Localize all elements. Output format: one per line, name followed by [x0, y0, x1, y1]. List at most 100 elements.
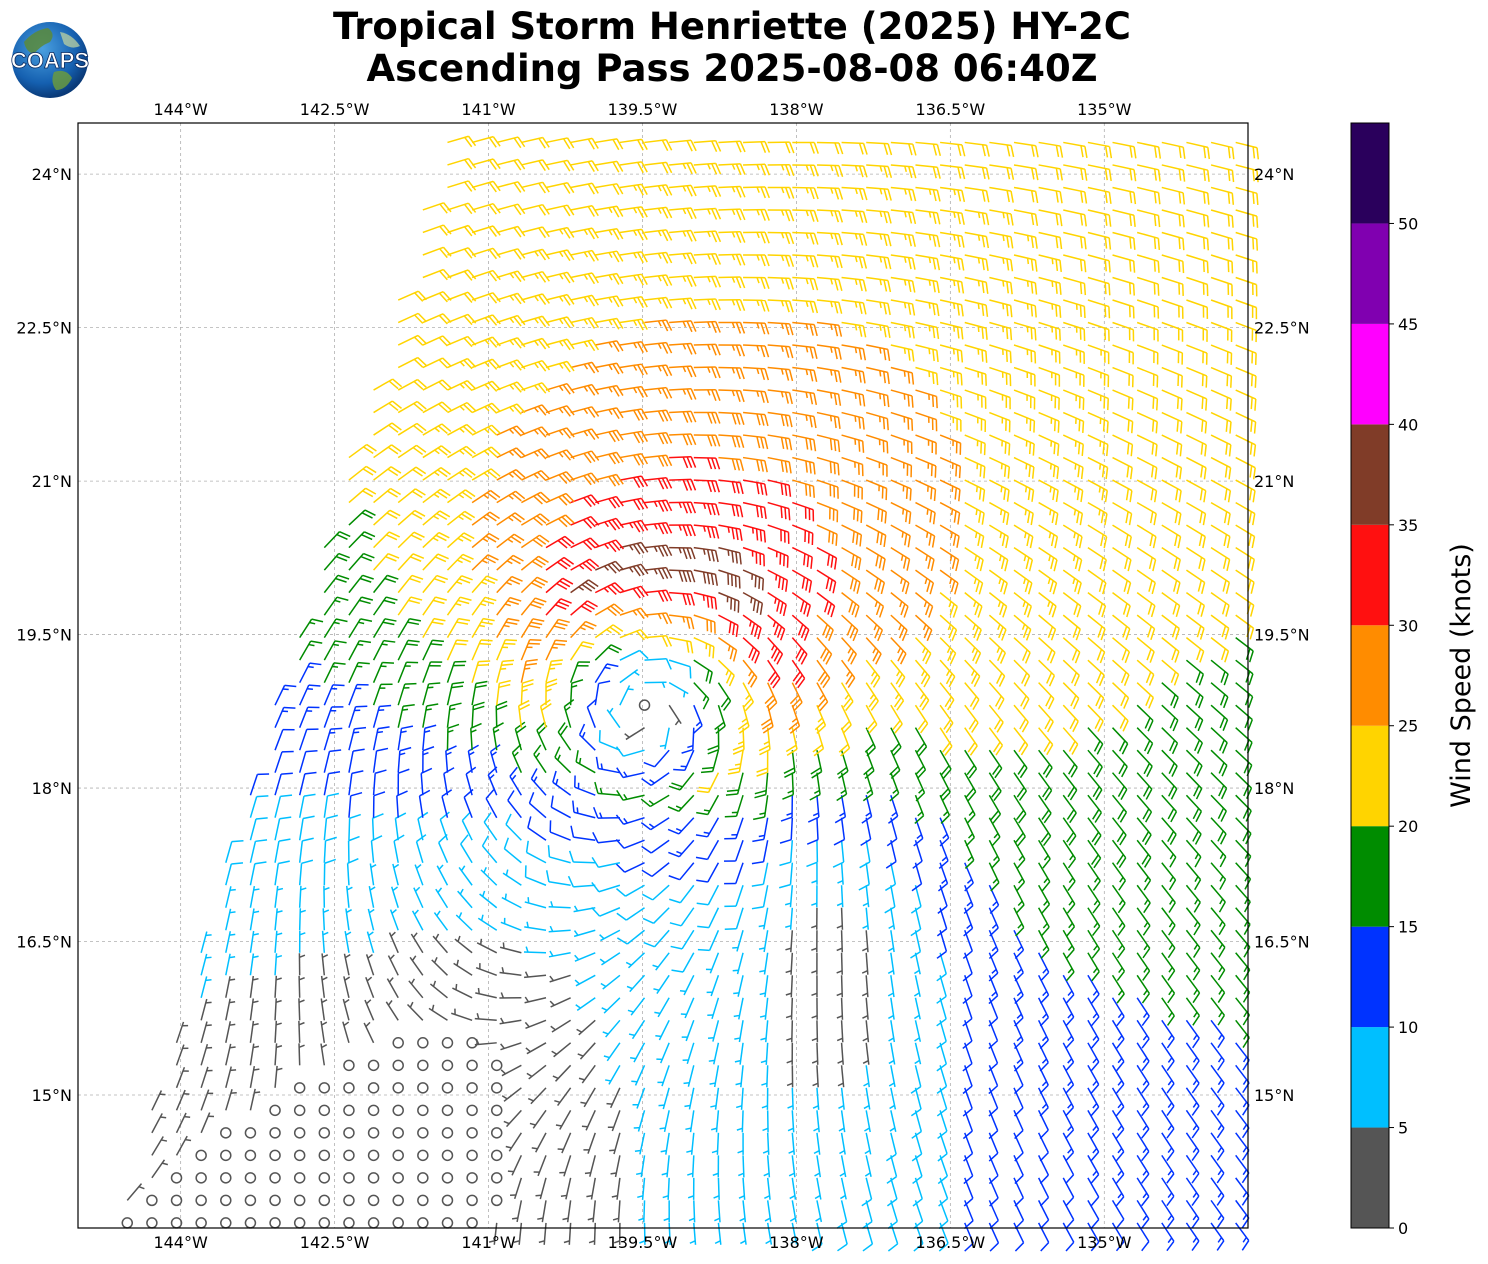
- wind-barb: [121, 1217, 134, 1229]
- wind-barb: [1235, 186, 1259, 206]
- wind-barb: [344, 930, 352, 953]
- wind-barb: [700, 749, 720, 774]
- wind-barb: [840, 704, 852, 734]
- wind-barb: [616, 907, 645, 921]
- wind-barb: [1013, 546, 1034, 572]
- wind-barb: [1038, 456, 1060, 479]
- wind-barb: [1062, 524, 1083, 549]
- wind-barb: [664, 1222, 671, 1245]
- wind-barb: [693, 162, 722, 175]
- wind-barb: [475, 963, 497, 976]
- wind-barb: [475, 987, 497, 999]
- wind-barb: [323, 706, 344, 728]
- wind-barb: [663, 1200, 670, 1223]
- wind-barb: [406, 1001, 424, 1021]
- wind-barb: [762, 1110, 769, 1133]
- wind-barb: [1185, 1109, 1200, 1139]
- wind-barb: [682, 1042, 695, 1065]
- wind-barb: [397, 466, 427, 481]
- lat-ticks-left: 24°N22.5°N21°N19.5°N18°N16.5°N15°N: [16, 165, 72, 1105]
- wind-barb: [1185, 659, 1205, 686]
- wind-barb: [767, 614, 786, 641]
- wind-barb: [839, 1177, 847, 1200]
- wind-barb: [1161, 772, 1178, 800]
- wind-barb: [659, 1110, 670, 1133]
- wind-barb: [813, 1110, 820, 1133]
- wind-barb: [1062, 456, 1084, 480]
- wind-barb: [481, 835, 498, 864]
- wind-barb: [779, 840, 794, 867]
- wind-barb: [624, 727, 645, 741]
- wind-barb: [545, 535, 575, 549]
- wind-barb: [705, 952, 720, 974]
- wind-barb: [840, 682, 854, 712]
- wind-barb: [890, 231, 916, 247]
- wind-barb: [348, 770, 364, 796]
- wind-barb: [175, 1021, 189, 1044]
- wind-barb: [1186, 209, 1210, 228]
- lon-tick-label: 142.5°W: [300, 100, 370, 119]
- wind-barb: [603, 1042, 621, 1062]
- wind-barb: [1087, 862, 1101, 891]
- wind-barb: [619, 296, 648, 309]
- wind-barb: [422, 466, 451, 481]
- wind-barb: [864, 1132, 872, 1155]
- wind-barb: [348, 443, 377, 459]
- wind-barb: [249, 908, 260, 931]
- wind-barb: [724, 839, 744, 862]
- wind-barb: [1111, 1064, 1125, 1094]
- wind-barb: [787, 1087, 794, 1110]
- wind-barb: [151, 1113, 167, 1134]
- wind-barb: [397, 356, 427, 369]
- wind-barb: [988, 592, 1008, 618]
- wind-barb: [915, 501, 936, 525]
- wind-barb: [570, 316, 600, 329]
- wind-barb: [752, 817, 769, 843]
- wind-barb: [397, 553, 425, 571]
- wind-barb: [1186, 299, 1209, 319]
- wind-barb: [1210, 141, 1235, 160]
- wind-barb: [417, 1059, 429, 1072]
- wind-barb: [939, 749, 952, 779]
- wind-barb: [1112, 592, 1131, 618]
- wind-barb: [1013, 817, 1026, 847]
- wind-barb: [1210, 1019, 1225, 1049]
- wind-barb: [570, 383, 600, 396]
- wind-barb: [1235, 614, 1255, 640]
- wind-barb: [298, 750, 318, 773]
- wind-barb: [841, 592, 860, 618]
- wind-barb: [1112, 141, 1137, 159]
- wind-barb: [865, 501, 887, 524]
- wind-barb: [792, 276, 819, 291]
- wind-barb: [249, 773, 270, 796]
- wind-barb: [371, 813, 384, 841]
- lon-tick-label: 139.5°W: [608, 100, 678, 119]
- wind-barb: [964, 839, 975, 869]
- wind-barb: [422, 488, 451, 504]
- wind-barb: [1161, 164, 1186, 182]
- wind-barb: [524, 996, 547, 1004]
- wind-barb: [988, 524, 1009, 549]
- wind-barb: [1235, 997, 1251, 1026]
- wind-barb: [1112, 524, 1132, 549]
- wind-barb: [323, 792, 340, 818]
- wind-barb: [1038, 727, 1054, 756]
- wind-barb: [367, 908, 375, 931]
- wind-barb: [432, 933, 449, 954]
- wind-barb: [570, 227, 599, 240]
- wind-barb: [816, 344, 842, 360]
- wind-barb: [343, 1104, 355, 1117]
- wind-barb: [373, 552, 400, 571]
- wind-barb: [724, 885, 744, 908]
- lon-tick-label: 144°W: [153, 100, 208, 119]
- wind-barb: [767, 569, 789, 592]
- wind-barb: [814, 704, 827, 734]
- wind-barb: [668, 862, 695, 881]
- wind-barb: [1087, 1064, 1100, 1094]
- wind-barb: [619, 669, 640, 684]
- wind-barb: [644, 681, 667, 689]
- lat-tick-label: 18°N: [32, 779, 72, 798]
- wind-barb: [1210, 1199, 1225, 1229]
- wind-barb: [274, 908, 283, 931]
- wind-barb: [200, 1066, 213, 1089]
